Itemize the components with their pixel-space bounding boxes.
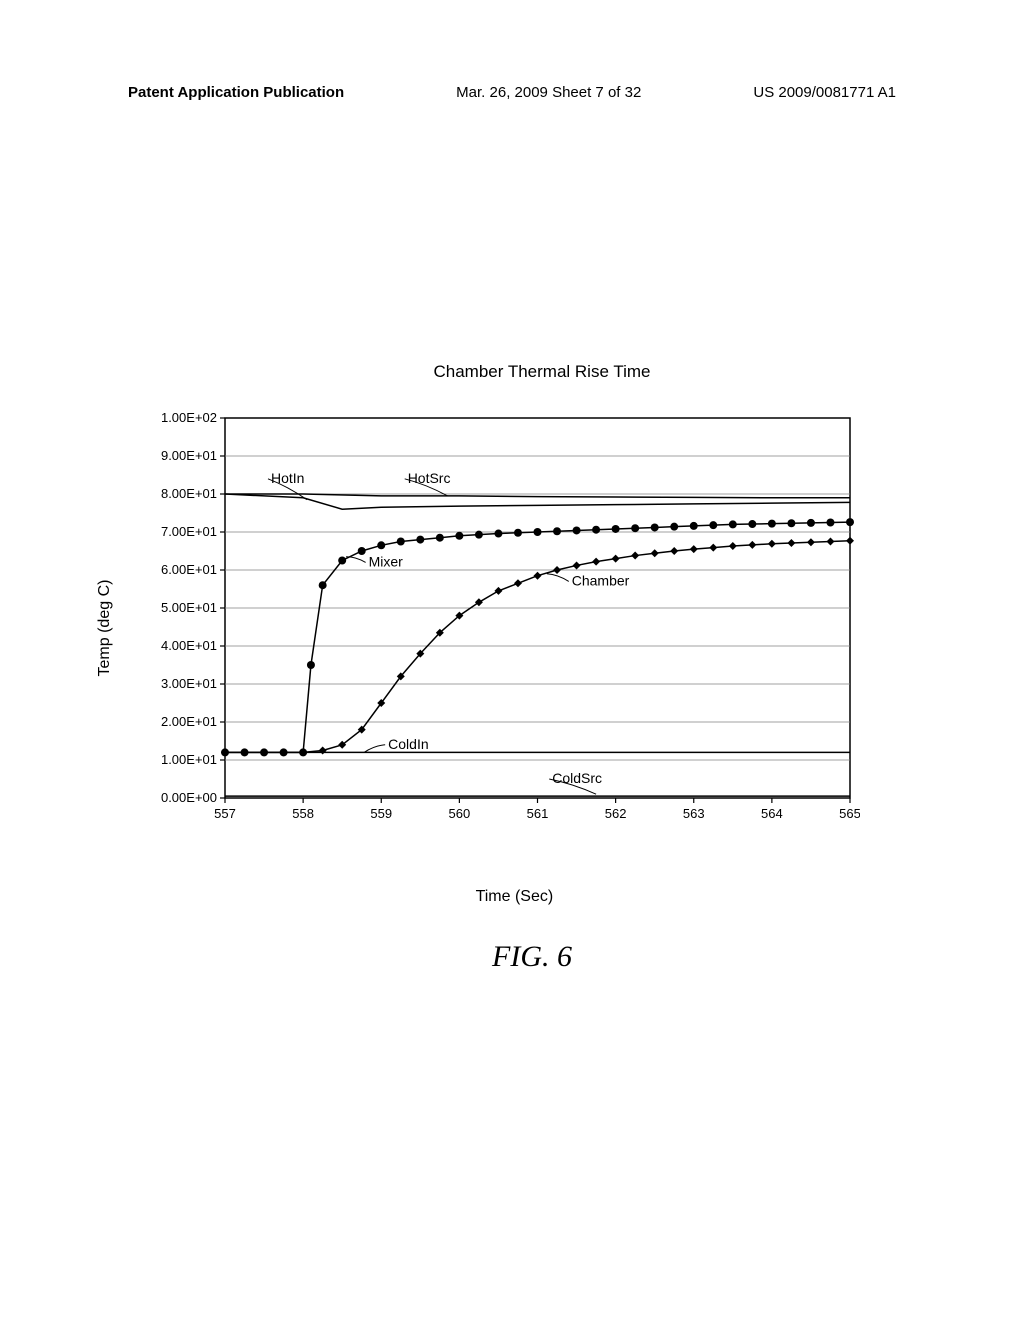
svg-text:564: 564 [761,806,783,821]
svg-text:7.00E+01: 7.00E+01 [161,524,217,539]
svg-text:1.00E+02: 1.00E+02 [161,410,217,425]
page-header: Patent Application Publication Mar. 26, … [0,84,1024,101]
svg-text:0.00E+00: 0.00E+00 [161,790,217,805]
chart-title: Chamber Thermal Rise Time [0,362,1024,382]
x-axis-label: Time (Sec) [476,888,554,906]
svg-text:8.00E+01: 8.00E+01 [161,486,217,501]
svg-text:563: 563 [683,806,705,821]
svg-text:ColdIn: ColdIn [388,736,428,752]
svg-text:4.00E+01: 4.00E+01 [161,638,217,653]
svg-text:HotIn: HotIn [271,470,304,486]
y-axis-label: Temp (deg C) [96,580,114,677]
svg-text:6.00E+01: 6.00E+01 [161,562,217,577]
header-left: Patent Application Publication [128,84,344,101]
svg-text:9.00E+01: 9.00E+01 [161,448,217,463]
svg-text:558: 558 [292,806,314,821]
svg-text:ColdSrc: ColdSrc [552,770,602,786]
chart-container: Temp (deg C) 0.00E+001.00E+012.00E+013.0… [140,408,860,848]
header-right: US 2009/0081771 A1 [753,84,896,101]
svg-text:HotSrc: HotSrc [408,470,451,486]
svg-text:560: 560 [449,806,471,821]
svg-text:559: 559 [370,806,392,821]
svg-text:1.00E+01: 1.00E+01 [161,752,217,767]
chart-svg: 0.00E+00 1.00E+01 2.00E+01 3.00E+01 4.00E+01… [140,408,860,848]
svg-text:561: 561 [527,806,549,821]
header-center: Mar. 26, 2009 Sheet 7 of 32 [456,84,641,101]
svg-text:562: 562 [605,806,627,821]
svg-text:557: 557 [214,806,236,821]
svg-text:Mixer: Mixer [369,553,404,569]
svg-text:Chamber: Chamber [572,572,630,588]
svg-text:5.00E+01: 5.00E+01 [161,600,217,615]
figure-label: FIG. 6 [0,940,1024,974]
svg-text:565: 565 [839,806,860,821]
svg-text:3.00E+01: 3.00E+01 [161,676,217,691]
svg-text:2.00E+01: 2.00E+01 [161,714,217,729]
